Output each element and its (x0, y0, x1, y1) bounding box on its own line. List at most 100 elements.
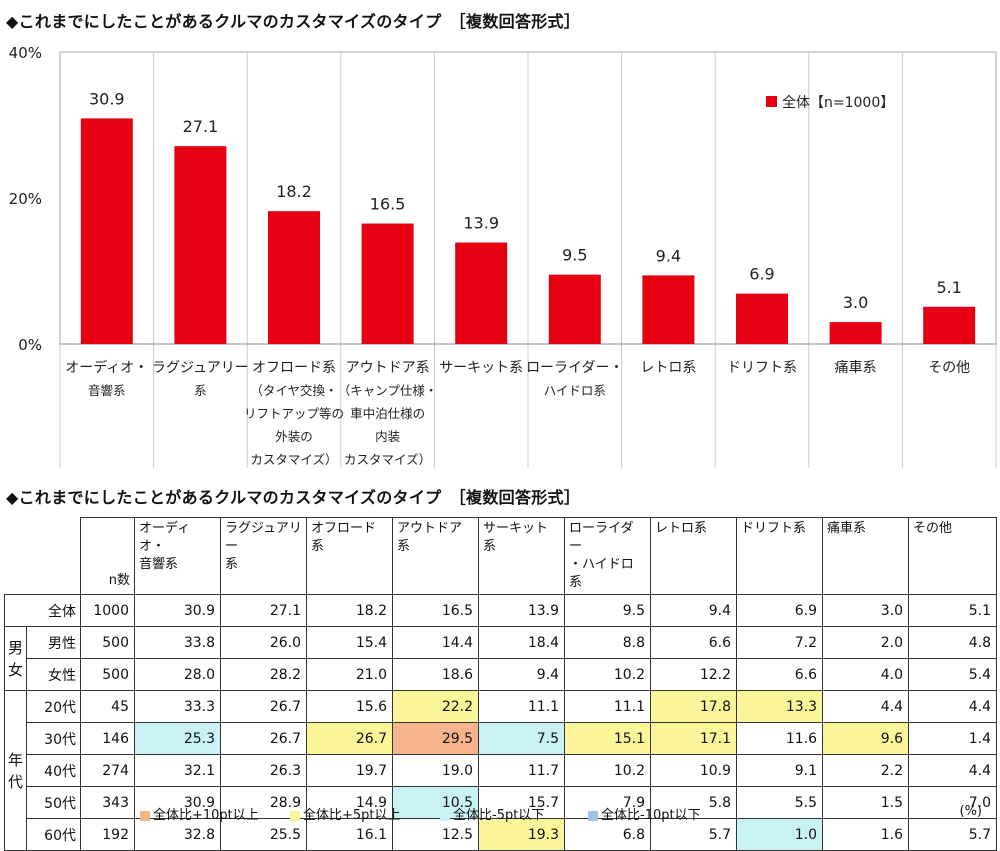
data-label: 13.9 (463, 214, 499, 233)
bar (361, 223, 414, 344)
data-label: 5.1 (936, 278, 961, 297)
value-cell: 15.4 (306, 626, 393, 659)
value-cell: 17.8 (650, 690, 737, 723)
legend-swatch (766, 96, 777, 107)
x-tick-label: オーディオ・ (65, 359, 148, 376)
column-header: オフロード系 (306, 517, 393, 595)
highlight-legend: 全体比+10pt以上 全体比+5pt以上 全体比-5pt以下 全体比-10pt以下 (… (140, 800, 996, 824)
x-tick-label: カスタマイズ） (250, 452, 337, 467)
value-cell: 5.8 (650, 786, 737, 819)
x-tick-label: サーキット系 (439, 360, 523, 376)
n-cell: 192 (80, 818, 135, 851)
bar (455, 242, 508, 344)
data-label: 9.5 (562, 246, 587, 265)
value-cell: 11.1 (478, 690, 565, 723)
row-label: 女性 (26, 658, 81, 691)
value-cell: 28.2 (220, 658, 307, 691)
row-label: 男性 (26, 626, 81, 659)
row-label: 50代 (26, 786, 81, 819)
value-cell: 9.4 (650, 594, 737, 627)
bar (548, 274, 601, 344)
x-tick-label: アウトドア系 (346, 360, 430, 376)
data-label: 18.2 (276, 182, 312, 201)
value-cell: 33.8 (134, 626, 221, 659)
x-tick-label: （キャンプ仕様・ (338, 383, 438, 398)
data-label: 30.9 (89, 89, 125, 108)
x-tick-label: 内装 (375, 429, 400, 444)
value-cell: 14.4 (392, 626, 479, 659)
column-header: その他 (908, 517, 997, 595)
column-header: ラグジュアリー系 (220, 517, 307, 595)
legend-swatch (588, 810, 598, 821)
n-header: n数 (80, 517, 135, 595)
value-cell: 4.4 (822, 690, 909, 723)
value-cell: 8.8 (564, 626, 651, 659)
value-cell: 17.1 (650, 722, 737, 755)
data-label: 9.4 (656, 246, 681, 265)
row-label: 40代 (26, 754, 81, 787)
unit-label: (%) (959, 804, 983, 819)
column-header: レトロ系 (650, 517, 737, 595)
value-cell: 10.5 (392, 786, 479, 819)
value-cell: 3.0 (822, 594, 909, 627)
value-cell: 5.4 (908, 658, 997, 691)
data-label: 3.0 (843, 293, 868, 312)
value-cell: 26.7 (306, 722, 393, 755)
column-header: ローライダー ・ハイドロ系 (564, 517, 651, 595)
value-cell: 33.3 (134, 690, 221, 723)
table-header-row: n数 オーディオ・ 音響系 ラグジュアリー系オフロード系 アウトドア系 サーキット系 ローラ… (4, 517, 997, 595)
table-row: 女性 500 28.0 28.2 21.0 18.6 9.4 10.2 12.2 6.6 4.0 5.… (5, 658, 997, 691)
x-tick-label: ハイドロ系 (544, 383, 606, 398)
column-header: ドリフト系 (736, 517, 823, 595)
legend-swatch (140, 810, 150, 821)
x-tick-label: カスタマイズ） (344, 452, 431, 467)
value-cell: 4.0 (822, 658, 909, 691)
value-cell: 6.6 (736, 658, 823, 691)
legend-item: 全体比+5pt以上 (290, 804, 401, 823)
value-cell: 22.2 (392, 690, 479, 723)
value-cell: 6.9 (736, 594, 823, 627)
value-cell: 6.6 (650, 626, 737, 659)
value-cell: 11.1 (564, 690, 651, 723)
x-tick-label: ローライダー・ (526, 360, 623, 376)
data-label: 16.5 (370, 195, 406, 214)
value-cell: 10.2 (564, 658, 651, 691)
bar (829, 322, 882, 344)
legend-item: 全体比-5pt以下 (440, 804, 544, 823)
value-cell: 10.2 (564, 754, 651, 787)
value-cell: 18.2 (306, 594, 393, 627)
y-tick-label: 0% (18, 336, 42, 354)
x-tick-label: その他 (928, 360, 970, 376)
value-cell: 9.4 (478, 658, 565, 691)
n-cell: 274 (80, 754, 135, 787)
value-cell: 1.4 (908, 722, 997, 755)
value-cell: 2.0 (822, 626, 909, 659)
legend-label: 全体比+10pt以上 (153, 808, 259, 823)
column-header: オーディオ・ 音響系 (134, 517, 221, 595)
legend-item: 全体比-10pt以下 (588, 804, 701, 823)
value-cell: 13.3 (736, 690, 823, 723)
corner-cell (4, 517, 81, 595)
value-cell: 14.9 (306, 786, 393, 819)
value-cell: 11.7 (478, 754, 565, 787)
column-header: サーキット系 (478, 517, 565, 595)
bar (80, 118, 133, 345)
value-cell: 7.2 (736, 626, 823, 659)
data-label: 6.9 (749, 265, 774, 284)
value-cell: 4.4 (908, 754, 997, 787)
legend-label: 全体【n=1000】 (782, 94, 894, 111)
legend-swatch (290, 810, 300, 821)
table-row: 40代 274 32.1 26.3 19.7 19.0 11.7 10.2 10.9 9.1 2.2… (5, 754, 997, 787)
value-cell: 4.8 (908, 626, 997, 659)
table-row: 30代 146 25.3 26.7 26.7 29.5 7.5 15.1 17.1 11.6 9.6… (5, 722, 997, 755)
x-tick-label: 系 (194, 383, 207, 398)
bar (642, 275, 695, 344)
row-label: 60代 (26, 818, 81, 851)
chart-title: ◆これまでにしたことがあるクルマのカスタマイズのタイプ ［複数回答形式］ (6, 12, 581, 31)
x-tick-label: ラグジュアリー (152, 360, 249, 376)
value-cell: 5.1 (908, 594, 997, 627)
row-label: 全体 (4, 594, 81, 627)
bar (923, 306, 976, 344)
bar (268, 211, 320, 344)
